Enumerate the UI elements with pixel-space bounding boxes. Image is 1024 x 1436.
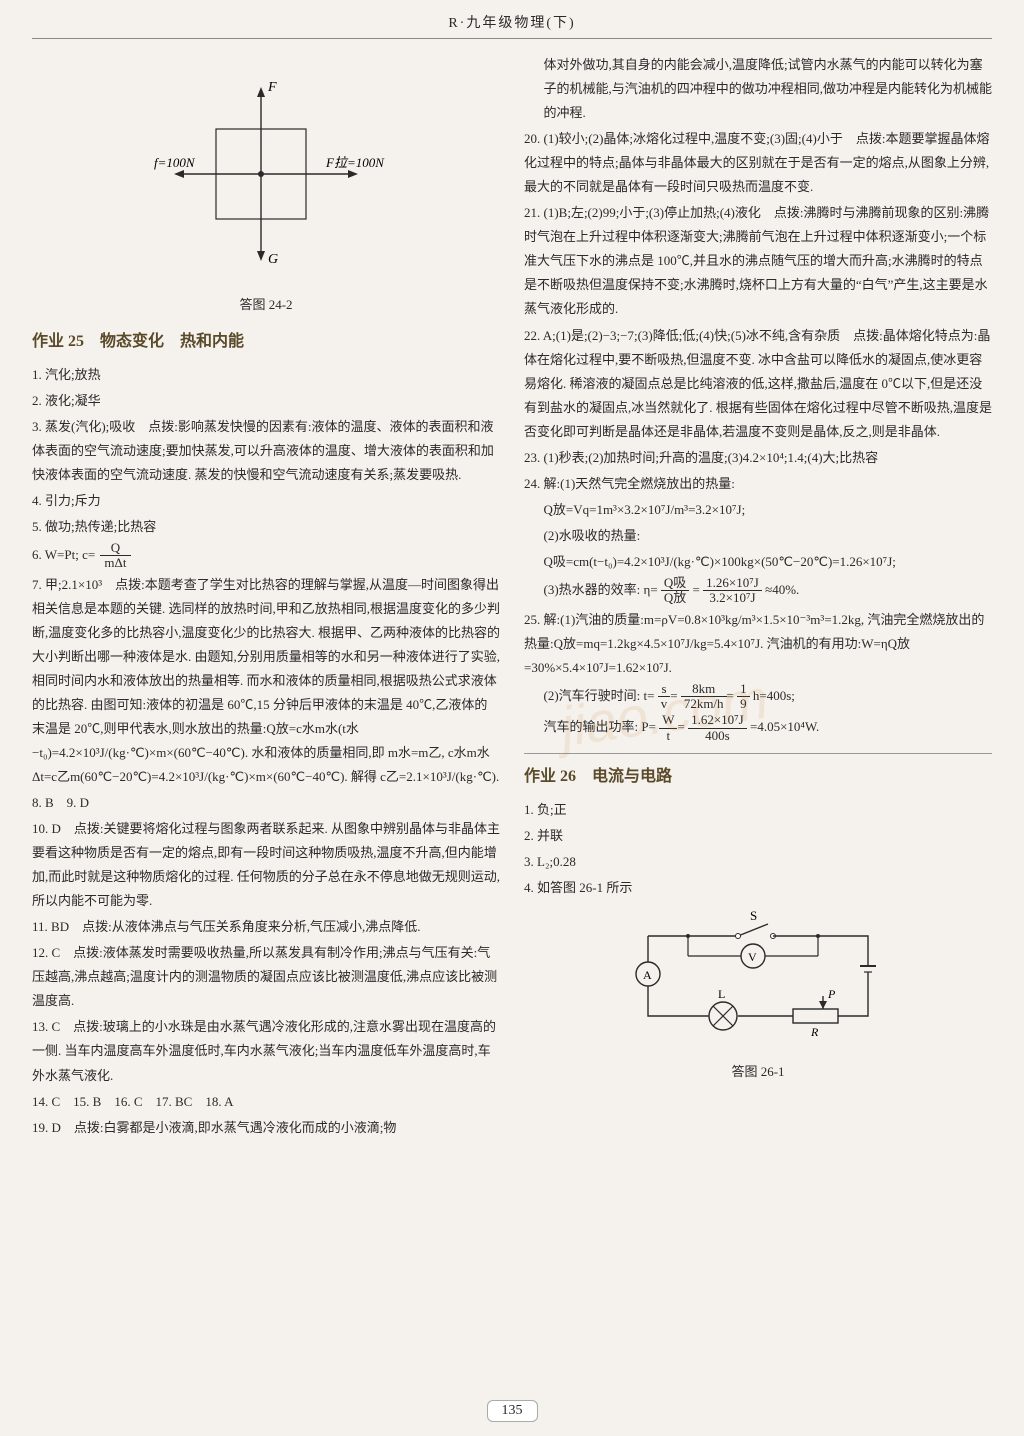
q19-cont: 体对外做功,其自身的内能会减小,温度降低;试管内水蒸气的内能可以转化为塞子的机械… bbox=[524, 53, 992, 125]
q19: 19. D 点拨:白雾都是小液滴,即水蒸气遇冷液化而成的小液滴;物 bbox=[32, 1116, 500, 1140]
q23: 23. (1)秒表;(2)加热时间;升高的温度;(3)4.2×10⁴;1.4;(… bbox=[524, 446, 992, 470]
j2: 2. 并联 bbox=[524, 824, 992, 848]
right-column: 体对外做功,其自身的内能会减小,温度降低;试管内水蒸气的内能可以转化为塞子的机械… bbox=[524, 53, 992, 1142]
label-R: R bbox=[810, 1025, 819, 1039]
q12: 12. C 点拨:液体蒸发时需要吸收热量,所以蒸发具有制冷作用;沸点与气压有关:… bbox=[32, 941, 500, 1013]
label-S: S bbox=[750, 908, 757, 923]
q24e-den: Q放 bbox=[661, 591, 689, 605]
q6-num: Q bbox=[100, 541, 130, 556]
left-column: F G f=100N F拉=100N 答图 24-2 作业 25 物态变化 热和 bbox=[32, 53, 500, 1142]
q4: 4. 引力;斥力 bbox=[32, 489, 500, 513]
q25c-tail: =4.05×10⁴W. bbox=[750, 719, 819, 734]
section-divider bbox=[524, 753, 992, 754]
q21: 21. (1)B;左;(2)99;小于;(3)停止加热;(4)液化 点拨:沸腾时… bbox=[524, 201, 992, 321]
q22: 22. A;(1)是;(2)−3;−7;(3)降低;低;(4)快;(5)冰不纯,… bbox=[524, 324, 992, 444]
label-A: A bbox=[643, 968, 652, 982]
page-number-wrap: 135 bbox=[0, 1400, 1024, 1422]
label-G: G bbox=[268, 252, 278, 267]
label-V: V bbox=[748, 950, 757, 964]
figure-24-2-caption: 答图 24-2 bbox=[32, 293, 500, 317]
q10: 10. D 点拨:关键要将熔化过程与图象两者联系起来. 从图象中辨别晶体与非晶体… bbox=[32, 817, 500, 913]
q24e: (3)热水器的效率: η= Q吸 Q放 = 1.26×10⁷J 3.2×10⁷J… bbox=[524, 576, 992, 606]
j1: 1. 负;正 bbox=[524, 798, 992, 822]
figure-24-2: F G f=100N F拉=100N 答图 24-2 bbox=[32, 59, 500, 317]
q5: 5. 做功;热传递;比热容 bbox=[32, 515, 500, 539]
q6: 6. W=Pt; c= Q mΔt bbox=[32, 541, 500, 571]
q24e-lead: (3)热水器的效率: η= bbox=[544, 582, 658, 597]
q24e2-den: 3.2×10⁷J bbox=[703, 591, 762, 605]
q1: 1. 汽化;放热 bbox=[32, 363, 500, 387]
j3: 3. L₂;0.28 bbox=[524, 850, 992, 874]
label-f: f=100N bbox=[154, 155, 196, 170]
label-Fpull: F拉=100N bbox=[325, 155, 385, 170]
q24c: (2)水吸收的热量: bbox=[524, 524, 992, 548]
q24e-num: Q吸 bbox=[661, 576, 689, 591]
q6-lead: 6. W=Pt; c= bbox=[32, 547, 95, 562]
j4: 4. 如答图 26-1 所示 bbox=[524, 876, 992, 900]
q24e-tail: ≈40%. bbox=[765, 582, 799, 597]
two-column-layout: F G f=100N F拉=100N 答图 24-2 作业 25 物态变化 热和 bbox=[32, 53, 992, 1142]
page-header: R·九年级物理(下) bbox=[32, 12, 992, 39]
q25b: (2)汽车行驶时间: t= s v = 8km 72km/h = 1 9 h=4… bbox=[524, 682, 992, 712]
q8-9: 8. B 9. D bbox=[32, 791, 500, 815]
q3: 3. 蒸发(汽化);吸收 点拨:影响蒸发快慢的因素有:液体的温度、液体的表面积和… bbox=[32, 415, 500, 487]
page-number: 135 bbox=[487, 1400, 538, 1422]
force-diagram-svg: F G f=100N F拉=100N bbox=[126, 59, 406, 289]
q25c: 汽车的输出功率: P= W t = 1.62×10⁷J 400s =4.05×1… bbox=[524, 713, 992, 743]
q11: 11. BD 点拨:从液体沸点与气压关系角度来分析,气压减小,沸点降低. bbox=[32, 915, 500, 939]
q6-den: mΔt bbox=[100, 556, 130, 570]
label-P: P bbox=[827, 987, 836, 1001]
q25c-lead: 汽车的输出功率: P= bbox=[544, 719, 656, 734]
q24d: Q吸=cm(t−t₀)=4.2×10³J/(kg·℃)×100kg×(50℃−2… bbox=[524, 550, 992, 574]
circuit-svg: S P R bbox=[618, 906, 898, 1056]
label-L: L bbox=[718, 987, 725, 1001]
q24e2-num: 1.26×10⁷J bbox=[703, 576, 762, 591]
q14-18: 14. C 15. B 16. C 17. BC 18. A bbox=[32, 1090, 500, 1114]
q13: 13. C 点拨:玻璃上的小水珠是由水蒸气遇冷液化形成的,注意水雾出现在温度高的… bbox=[32, 1015, 500, 1087]
q24b: Q放=Vq=1m³×3.2×10⁷J/m³=3.2×10⁷J; bbox=[524, 498, 992, 522]
q20: 20. (1)较小;(2)晶体;冰熔化过程中,温度不变;(3)固;(4)小于 点… bbox=[524, 127, 992, 199]
q25a: 25. 解:(1)汽油的质量:m=ρV=0.8×10³kg/m³×1.5×10⁻… bbox=[524, 608, 992, 680]
q25b-lead: (2)汽车行驶时间: t= bbox=[544, 688, 655, 703]
q7: 7. 甲;2.1×10³ 点拨:本题考查了学生对比热容的理解与掌握,从温度—时间… bbox=[32, 573, 500, 789]
label-F: F bbox=[267, 80, 277, 95]
q2: 2. 液化;凝华 bbox=[32, 389, 500, 413]
q25b-tail: h=400s; bbox=[753, 688, 795, 703]
figure-26-1: S P R bbox=[524, 906, 992, 1084]
section-25-title: 作业 25 物态变化 热和内能 bbox=[32, 327, 500, 357]
header-title: R·九年级物理(下) bbox=[448, 16, 575, 31]
q24a: 24. 解:(1)天然气完全燃烧放出的热量: bbox=[524, 472, 992, 496]
figure-26-1-caption: 答图 26-1 bbox=[524, 1060, 992, 1084]
section-26-title: 作业 26 电流与电路 bbox=[524, 762, 992, 792]
